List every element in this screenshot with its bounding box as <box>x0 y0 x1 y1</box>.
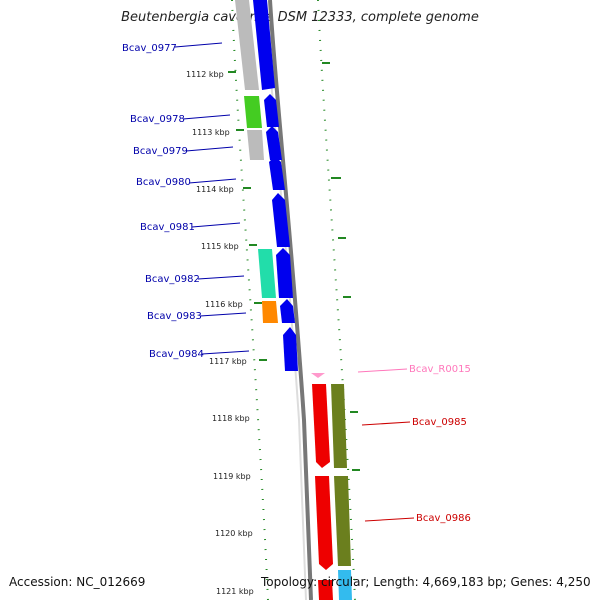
gene-label[interactable]: Bcav_0984 <box>149 349 204 360</box>
cds-arrow <box>312 384 330 468</box>
kbp-tick-label: 1120 kbp <box>215 529 253 538</box>
cds-arrow <box>276 248 293 298</box>
reverse-cds-track <box>312 384 333 600</box>
cog-box <box>331 384 347 468</box>
forward-cds-track <box>253 0 298 371</box>
genome-backbone <box>268 0 313 600</box>
gene-label[interactable]: Bcav_0982 <box>145 274 200 285</box>
label-leaders <box>174 42 415 522</box>
cog-box <box>262 301 278 323</box>
cds-arrow <box>269 156 285 190</box>
gene-label[interactable]: Bcav_0985 <box>412 417 467 428</box>
map-title: Beutenbergia cavernae DSM 12333, complet… <box>121 10 479 25</box>
kbp-tick-label: 1114 kbp <box>196 185 234 194</box>
kbp-tick-label: 1116 kbp <box>205 300 243 309</box>
gene-label[interactable]: Bcav_0978 <box>130 114 185 125</box>
gene-labels: Bcav_0977 Bcav_0978 Bcav_0979 Bcav_0980 … <box>122 43 471 524</box>
cog-box <box>235 0 259 90</box>
genome-backbone-highlight <box>264 0 307 600</box>
cog-box <box>258 249 276 298</box>
cog-box <box>334 476 351 566</box>
kbp-tick-label: 1117 kbp <box>209 357 247 366</box>
kbp-tick-label: 1115 kbp <box>201 242 239 251</box>
gc-skew-marks <box>228 62 360 471</box>
accession-text: Accession: NC_012669 <box>9 575 146 589</box>
cds-arrow <box>318 580 333 600</box>
cog-box <box>244 96 262 128</box>
scale-labels: 1112 kbp 1113 kbp 1114 kbp 1115 kbp 1116… <box>186 70 254 596</box>
gene-label[interactable]: Bcav_0979 <box>133 146 188 157</box>
gene-label[interactable]: Bcav_0980 <box>136 177 191 188</box>
gene-label[interactable]: Bcav_0981 <box>140 222 195 233</box>
cds-arrow <box>253 0 275 90</box>
kbp-tick-label: 1118 kbp <box>212 414 250 423</box>
cds-arrow <box>315 476 333 570</box>
kbp-tick-label: 1121 kbp <box>216 587 254 596</box>
gene-label[interactable]: Bcav_0977 <box>122 43 177 54</box>
cds-arrow <box>264 94 279 127</box>
cds-arrow <box>283 327 298 371</box>
cds-arrow <box>272 193 290 247</box>
kbp-tick-label: 1112 kbp <box>186 70 224 79</box>
cog-box <box>338 570 352 600</box>
cds-arrow <box>280 299 295 323</box>
cds-arrow <box>266 126 282 160</box>
gene-label[interactable]: Bcav_R0015 <box>409 364 471 375</box>
cog-track <box>235 0 352 600</box>
topology-text: Topology: circular; Length: 4,669,183 bp… <box>261 575 591 589</box>
kbp-tick-label: 1113 kbp <box>192 128 230 137</box>
kbp-tick-label: 1119 kbp <box>213 472 251 481</box>
gene-label[interactable]: Bcav_0986 <box>416 513 471 524</box>
rna-feature <box>311 373 325 378</box>
gene-label[interactable]: Bcav_0983 <box>147 311 202 322</box>
cog-box <box>247 130 264 160</box>
